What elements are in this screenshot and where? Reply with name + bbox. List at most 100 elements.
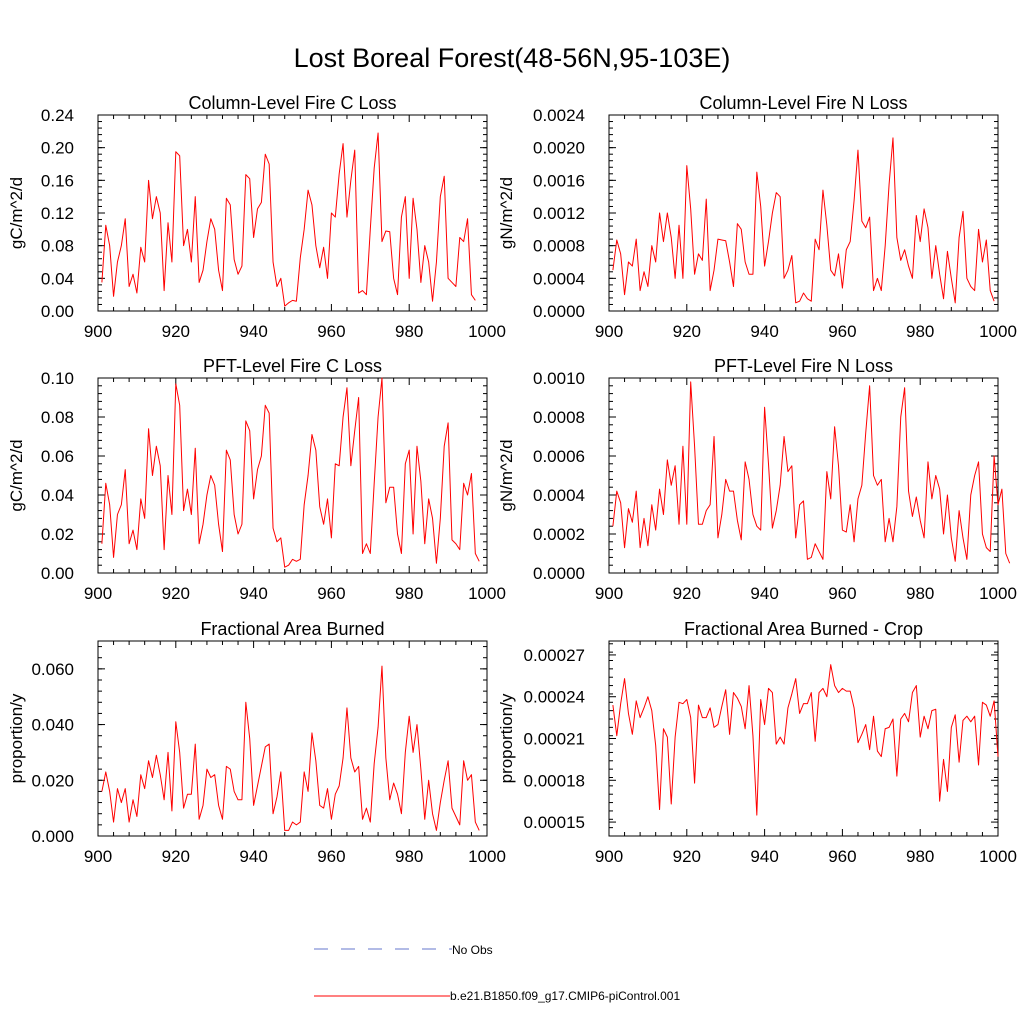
legend-obs-label: No Obs bbox=[452, 943, 493, 957]
series-line bbox=[101, 132, 476, 307]
x-tick-label: 1000 bbox=[979, 847, 1017, 866]
x-tick-label: 940 bbox=[750, 584, 778, 603]
y-tick-label: 0.0002 bbox=[533, 525, 585, 544]
figure-title: Lost Boreal Forest(48-56N,95-103E) bbox=[294, 43, 731, 73]
y-tick-label: 0.0020 bbox=[533, 139, 585, 158]
plot-frame bbox=[97, 640, 488, 837]
x-tick-label: 960 bbox=[317, 847, 345, 866]
y-tick-label: 0.0004 bbox=[533, 269, 585, 288]
panels: Column-Level Fire C Loss gC/m^2/d 900 920 94… bbox=[7, 93, 1017, 866]
x-tick-label: 960 bbox=[317, 322, 345, 341]
y-tick-label: 0.10 bbox=[41, 369, 74, 388]
x-tick-label: 940 bbox=[239, 847, 267, 866]
y-tick-label: 0.0008 bbox=[533, 408, 585, 427]
y-tick-label: 0.000 bbox=[31, 827, 74, 846]
x-tick-label: 920 bbox=[673, 584, 701, 603]
y-tick-label: 0.020 bbox=[31, 771, 74, 790]
y-tick-label: 0.00024 bbox=[524, 688, 585, 707]
y-tick-label: 0.0000 bbox=[533, 302, 585, 321]
x-tick-label: 940 bbox=[239, 322, 267, 341]
x-tick-label: 980 bbox=[395, 322, 423, 341]
x-tick-label: 960 bbox=[828, 584, 856, 603]
x-tick-label: 960 bbox=[828, 322, 856, 341]
panel-title: Column-Level Fire N Loss bbox=[699, 93, 907, 113]
x-tick-label: 900 bbox=[595, 584, 623, 603]
plot-frame bbox=[608, 377, 999, 574]
x-tick-label: 920 bbox=[162, 322, 190, 341]
y-tick-label: 0.00021 bbox=[524, 730, 585, 749]
x-tick-label: 1000 bbox=[468, 584, 506, 603]
y-tick-label: 0.08 bbox=[41, 237, 74, 256]
y-tick-label: 0.040 bbox=[31, 716, 74, 735]
y-tick-label: 0.00 bbox=[41, 302, 74, 321]
chart-panel: PFT-Level Fire C Loss gC/m^2/d 900 920 940 96… bbox=[7, 356, 506, 603]
panel-title: PFT-Level Fire C Loss bbox=[203, 356, 382, 376]
y-tick-label: 0.02 bbox=[41, 525, 74, 544]
x-tick-label: 940 bbox=[750, 322, 778, 341]
panel-title: PFT-Level Fire N Loss bbox=[714, 356, 893, 376]
y-tick-label: 0.00018 bbox=[524, 771, 585, 790]
plot-frame bbox=[97, 114, 488, 312]
x-tick-label: 1000 bbox=[979, 322, 1017, 341]
x-tick-label: 980 bbox=[395, 584, 423, 603]
y-tick-label: 0.08 bbox=[41, 408, 74, 427]
y-tick-label: 0.060 bbox=[31, 660, 74, 679]
y-axis-label: gN/m^2/d bbox=[497, 177, 516, 249]
y-tick-label: 0.0024 bbox=[533, 106, 585, 125]
legend: No Obs b.e21.B1850.f09_g17.CMIP6-piContr… bbox=[314, 943, 680, 1003]
y-tick-label: 0.0004 bbox=[533, 486, 585, 505]
series-line bbox=[101, 665, 480, 831]
series-line bbox=[101, 377, 480, 568]
x-tick-label: 920 bbox=[162, 847, 190, 866]
y-axis-label: gN/m^2/d bbox=[497, 439, 516, 511]
y-tick-label: 0.0016 bbox=[533, 171, 585, 190]
panel-title: Column-Level Fire C Loss bbox=[188, 93, 396, 113]
plot-frame bbox=[97, 377, 488, 574]
y-tick-label: 0.0012 bbox=[533, 204, 585, 223]
x-tick-label: 980 bbox=[906, 584, 934, 603]
chart-panel: PFT-Level Fire N Loss gN/m^2/d 900 920 940 96… bbox=[497, 356, 1017, 603]
x-tick-label: 940 bbox=[750, 847, 778, 866]
y-axis-label: gC/m^2/d bbox=[7, 439, 26, 511]
chart-panel: Column-Level Fire C Loss gC/m^2/d 900 920 94… bbox=[7, 93, 506, 341]
series-line bbox=[612, 137, 995, 304]
y-tick-label: 0.16 bbox=[41, 171, 74, 190]
x-tick-label: 960 bbox=[828, 847, 856, 866]
x-tick-label: 900 bbox=[595, 322, 623, 341]
x-tick-label: 1000 bbox=[979, 584, 1017, 603]
y-tick-label: 0.00015 bbox=[524, 813, 585, 832]
chart-panel: Fractional Area Burned - Crop proportion/… bbox=[497, 619, 1017, 866]
x-tick-label: 900 bbox=[84, 322, 112, 341]
x-tick-label: 980 bbox=[395, 847, 423, 866]
panel-title: Fractional Area Burned - Crop bbox=[684, 619, 923, 639]
y-tick-label: 0.00 bbox=[41, 564, 74, 583]
x-tick-label: 920 bbox=[673, 847, 701, 866]
x-tick-label: 900 bbox=[595, 847, 623, 866]
series-line bbox=[612, 381, 1011, 564]
x-tick-label: 920 bbox=[162, 584, 190, 603]
legend-model-label: b.e21.B1850.f09_g17.CMIP6-piControl.001 bbox=[450, 989, 680, 1003]
y-axis-label: gC/m^2/d bbox=[7, 177, 26, 249]
x-tick-label: 1000 bbox=[468, 847, 506, 866]
x-tick-label: 900 bbox=[84, 584, 112, 603]
y-axis-label: proportion/y bbox=[7, 693, 26, 783]
y-tick-label: 0.0008 bbox=[533, 237, 585, 256]
y-tick-label: 0.04 bbox=[41, 486, 74, 505]
y-tick-label: 0.0000 bbox=[533, 564, 585, 583]
y-tick-label: 0.04 bbox=[41, 269, 74, 288]
x-tick-label: 920 bbox=[673, 322, 701, 341]
y-tick-label: 0.06 bbox=[41, 447, 74, 466]
series-line bbox=[612, 664, 999, 816]
x-tick-label: 980 bbox=[906, 322, 934, 341]
x-tick-label: 960 bbox=[317, 584, 345, 603]
y-tick-label: 0.0006 bbox=[533, 447, 585, 466]
panel-title: Fractional Area Burned bbox=[200, 619, 384, 639]
x-tick-label: 1000 bbox=[468, 322, 506, 341]
x-tick-label: 980 bbox=[906, 847, 934, 866]
y-axis-label: proportion/y bbox=[497, 693, 516, 783]
chart-panel: Column-Level Fire N Loss gN/m^2/d 900 920 94… bbox=[497, 93, 1017, 341]
x-tick-label: 900 bbox=[84, 847, 112, 866]
y-tick-label: 0.20 bbox=[41, 139, 74, 158]
x-tick-label: 940 bbox=[239, 584, 267, 603]
